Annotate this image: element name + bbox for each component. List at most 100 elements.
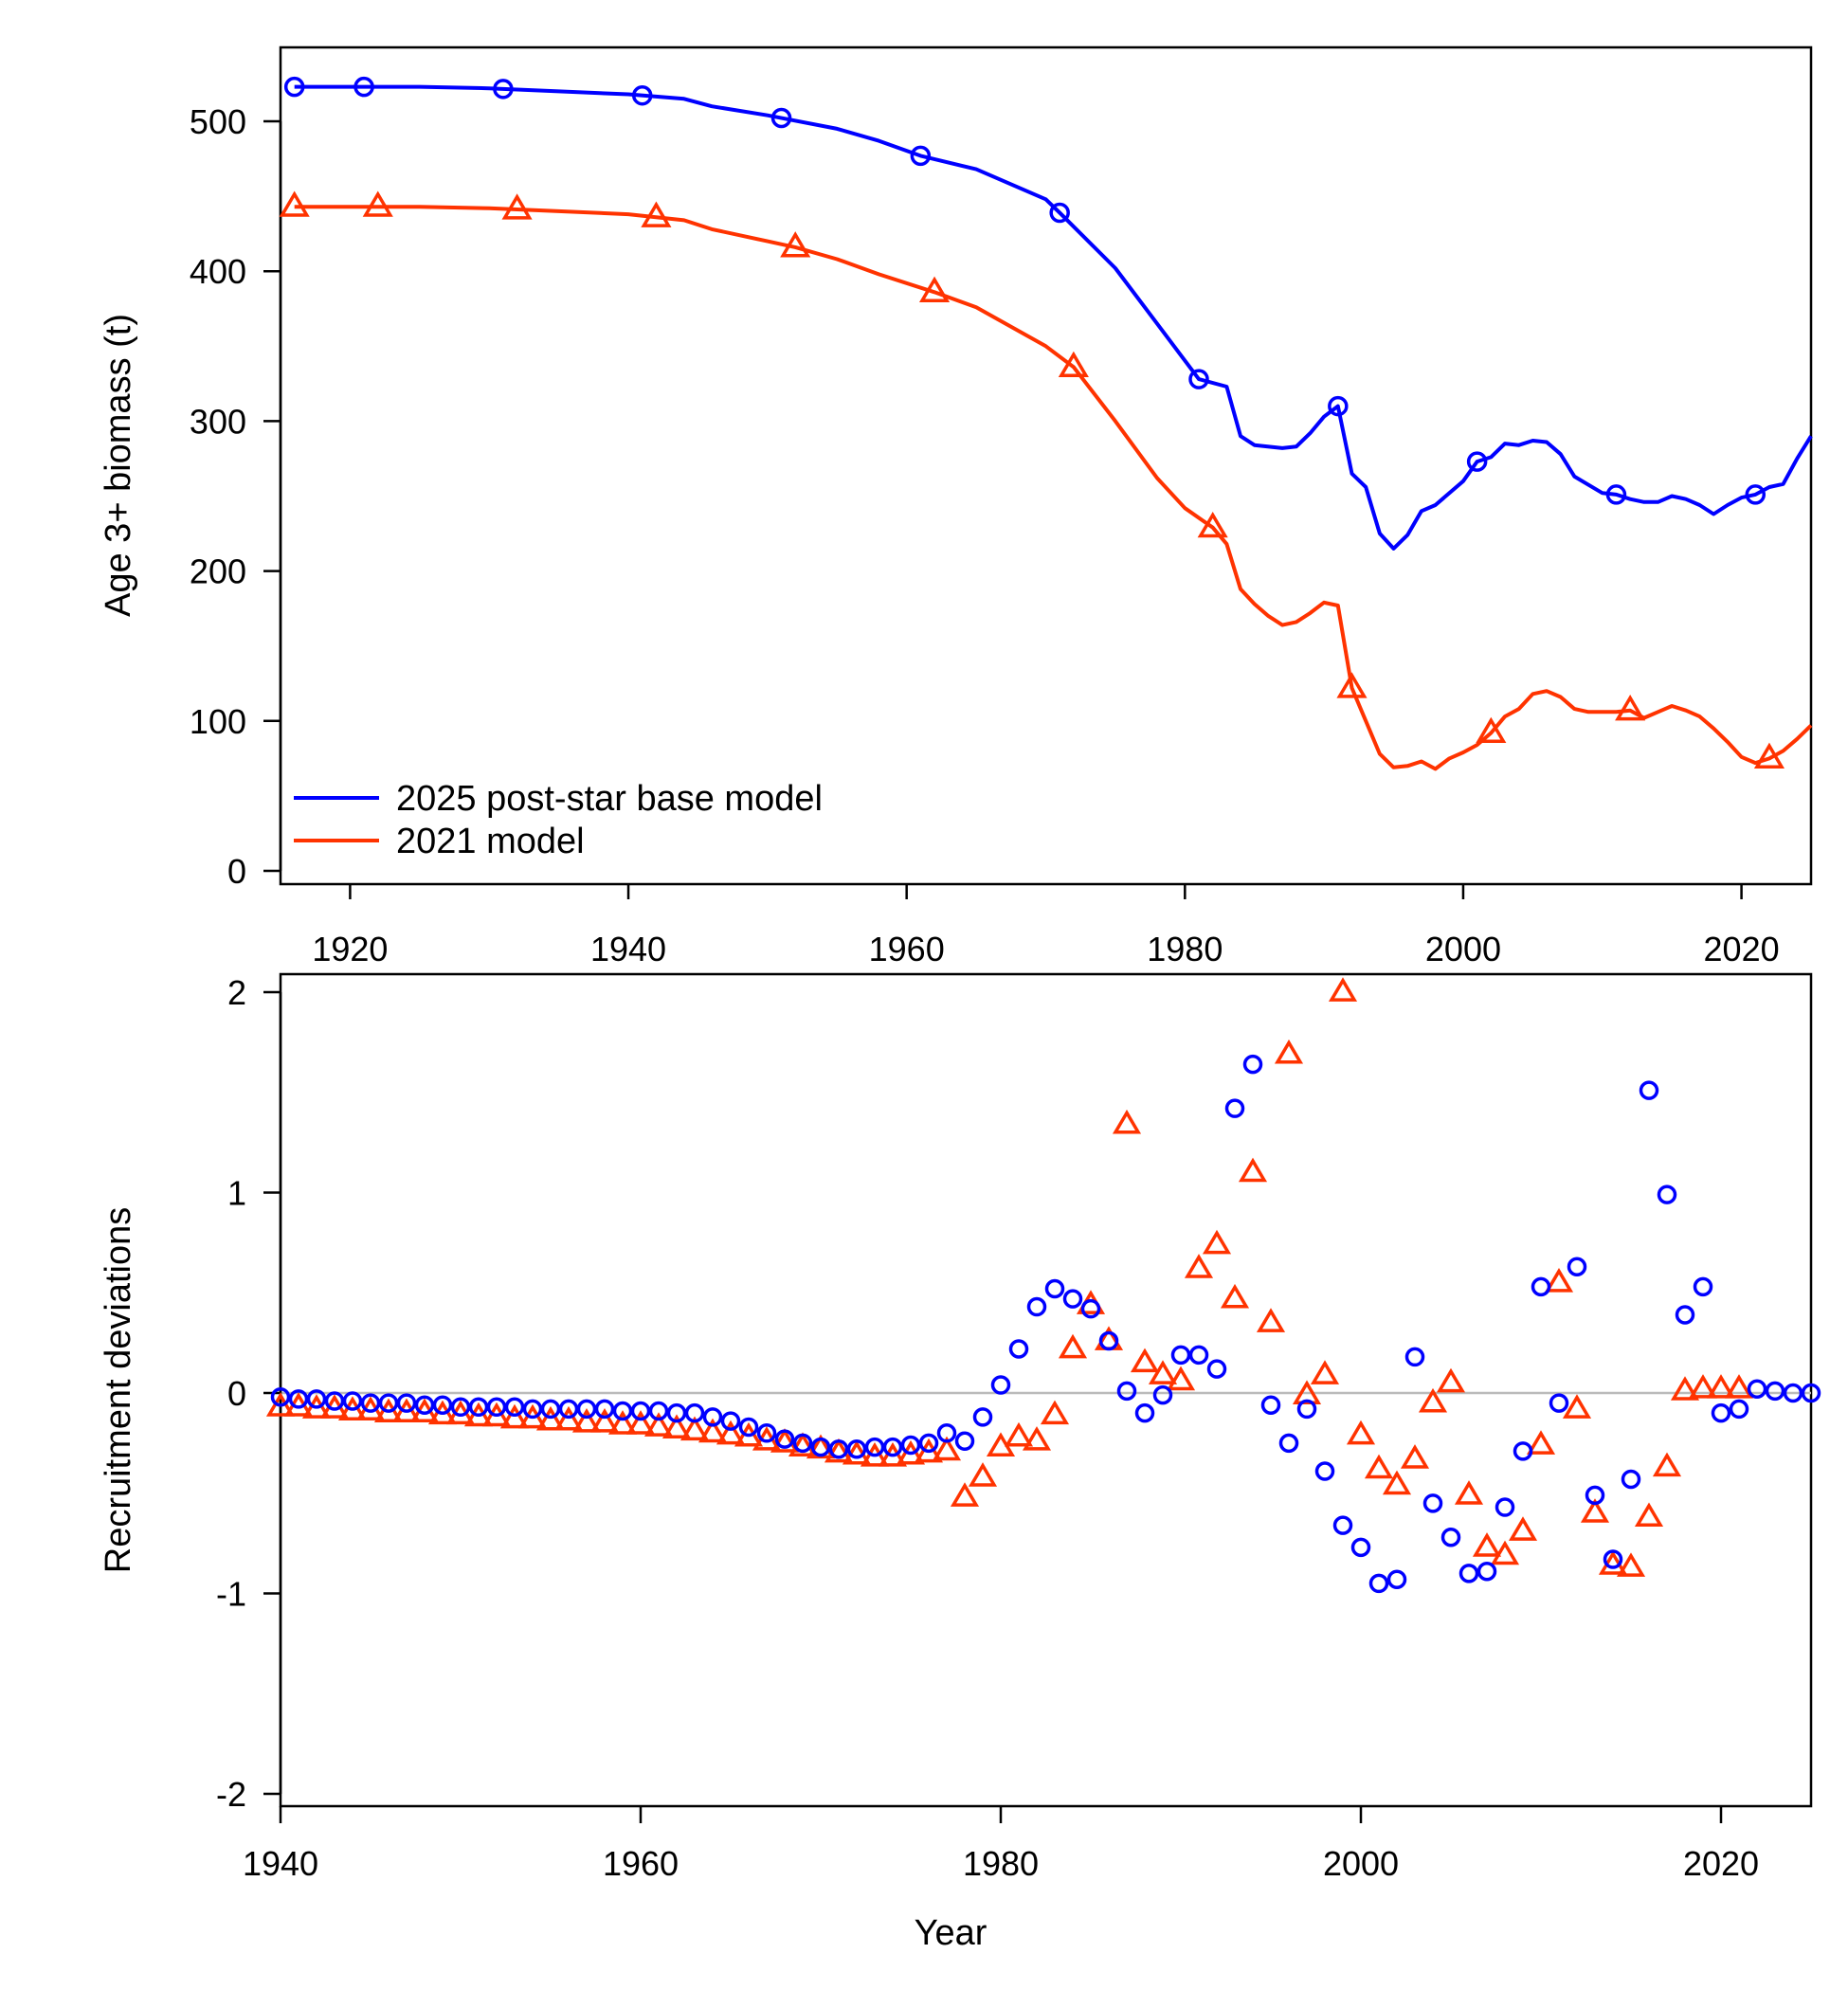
biomass-marker-2025 — [1049, 202, 1070, 224]
recruitment-point-2025 — [1639, 1080, 1659, 1100]
biomass-marker-2021 — [780, 231, 811, 258]
recruitment-point-2021 — [1490, 1540, 1520, 1565]
recruitment-point-2021 — [661, 1414, 692, 1438]
recruitment-point-2025 — [1693, 1276, 1713, 1297]
recruitment-point-2025 — [900, 1435, 921, 1456]
recruitment-point-2021 — [1364, 1454, 1394, 1479]
recruitment-point-2025 — [954, 1431, 975, 1452]
recruitment-point-2025 — [828, 1438, 849, 1459]
recruitment-point-2025 — [1008, 1339, 1029, 1359]
biomass-marker-2025 — [1605, 484, 1627, 505]
recruitment-point-2025 — [1567, 1257, 1587, 1277]
recruitment-point-2025 — [1603, 1549, 1623, 1569]
biomass-marker-2021 — [1753, 742, 1785, 769]
biomass-x-tick-label: 2020 — [1704, 930, 1780, 968]
recruitment-x-axis-title: Year — [915, 1913, 987, 1953]
recruitment-point-2025 — [1386, 1569, 1407, 1589]
recruitment-point-2021 — [950, 1482, 980, 1507]
biomass-marker-2021 — [1197, 512, 1228, 538]
recruitment-point-2021 — [1562, 1394, 1592, 1419]
recruitment-point-2025 — [288, 1389, 309, 1409]
recruitment-point-2021 — [1544, 1267, 1574, 1293]
recruitment-point-2025 — [306, 1389, 327, 1409]
recruitment-point-2021 — [716, 1420, 746, 1445]
recruitment-panel: -2 -1 0 1 2 1940 1960 1980 2000 2020 Recruitment… — [99, 972, 1821, 1953]
recruitment-point-2025 — [360, 1393, 381, 1413]
recruitment-point-2025 — [468, 1397, 489, 1418]
recruitment-point-2021 — [1670, 1376, 1700, 1401]
recruitment-point-2025 — [342, 1391, 363, 1411]
recruitment-point-2025 — [792, 1433, 813, 1454]
recruitment-point-2025 — [1711, 1402, 1731, 1423]
recruitment-point-2025 — [1513, 1441, 1533, 1461]
recruitment-point-2021 — [301, 1394, 332, 1419]
recruitment-point-2021 — [499, 1403, 530, 1429]
recruitment-point-2025 — [1116, 1381, 1137, 1402]
recruitment-point-2021 — [1220, 1283, 1250, 1309]
legend-label-2025: 2025 post-star base model — [396, 779, 823, 819]
legend: 2025 post-star base model 2021 model — [294, 779, 823, 861]
biomass-marker-2021 — [1476, 716, 1507, 744]
recruitment-point-2021 — [1130, 1348, 1160, 1373]
recruitment-point-2025 — [846, 1438, 867, 1459]
biomass-series-line-2021 — [294, 205, 1813, 771]
biomass-marker-2021 — [1615, 695, 1646, 721]
recruitment-point-2021 — [1022, 1426, 1052, 1451]
recruitment-point-2025 — [1080, 1298, 1101, 1319]
biomass-x-tick-label: 1980 — [1147, 930, 1223, 968]
recruitment-point-2021 — [1472, 1532, 1502, 1557]
recruitment-point-2025 — [864, 1437, 885, 1457]
recruitment-point-2025 — [1531, 1276, 1551, 1297]
recruitment-plot-area — [265, 977, 1821, 1594]
recruitment-point-2025 — [774, 1429, 795, 1449]
recruitment-point-2021 — [1454, 1480, 1484, 1505]
recruitment-point-2025 — [1585, 1485, 1605, 1506]
biomass-marker-2021 — [362, 190, 393, 217]
biomass-plot-area — [279, 76, 1813, 771]
recruitment-point-2025 — [1296, 1399, 1317, 1420]
recruitment-x-tick-label: 1980 — [963, 1844, 1039, 1883]
recruitment-point-2021 — [1328, 977, 1358, 1002]
biomass-marker-2025 — [1466, 451, 1488, 472]
recruitment-point-2025 — [1206, 1359, 1227, 1379]
biomass-marker-2021 — [918, 276, 951, 302]
biomass-marker-2025 — [1328, 395, 1349, 417]
recruitment-point-2021 — [265, 1392, 296, 1417]
recruitment-point-2025 — [612, 1401, 633, 1421]
recruitment-point-2025 — [486, 1397, 507, 1418]
recruitment-point-2021 — [1580, 1498, 1610, 1523]
recruitment-point-2025 — [1134, 1402, 1155, 1423]
recruitment-plot-frame — [279, 972, 1813, 1808]
recruitment-point-2021 — [1508, 1516, 1538, 1541]
recruitment-point-2021 — [481, 1402, 512, 1427]
biomass-marker-2021 — [501, 193, 533, 220]
recruitment-point-2021 — [427, 1400, 458, 1425]
recruitment-point-2025 — [1062, 1289, 1083, 1309]
recruitment-point-2021 — [1634, 1502, 1664, 1528]
recruitment-point-2025 — [1621, 1469, 1641, 1490]
biomass-marker-2025 — [1188, 369, 1209, 389]
biomass-x-axis: 1920 1940 1960 1980 2000 2020 — [312, 884, 1780, 968]
recruitment-point-2025 — [666, 1402, 687, 1423]
recruitment-point-2021 — [571, 1408, 602, 1433]
recruitment-point-2025 — [738, 1417, 759, 1438]
recruitment-point-2025 — [1404, 1347, 1425, 1367]
recruitment-point-2025 — [936, 1423, 957, 1443]
recruitment-point-2025 — [432, 1395, 453, 1415]
recruitment-point-2021 — [860, 1441, 890, 1467]
biomass-y-tick-label: 0 — [227, 852, 246, 891]
recruitment-point-2021 — [1274, 1039, 1304, 1064]
recruitment-point-2025 — [378, 1393, 399, 1413]
recruitment-point-2025 — [1747, 1379, 1767, 1400]
recruitment-point-2025 — [972, 1407, 993, 1427]
recruitment-x-tick-label: 1960 — [603, 1844, 679, 1883]
biomass-marker-2021 — [641, 201, 672, 227]
recruitment-point-2025 — [396, 1393, 417, 1413]
recruitment-point-2021 — [643, 1412, 674, 1437]
recruitment-point-2025 — [1675, 1305, 1695, 1325]
recruitment-point-2025 — [1026, 1296, 1047, 1317]
recruitment-point-2025 — [504, 1397, 525, 1418]
recruitment-point-2025 — [1224, 1098, 1245, 1118]
biomass-y-tick-label: 200 — [190, 552, 246, 591]
recruitment-point-2021 — [337, 1396, 368, 1420]
